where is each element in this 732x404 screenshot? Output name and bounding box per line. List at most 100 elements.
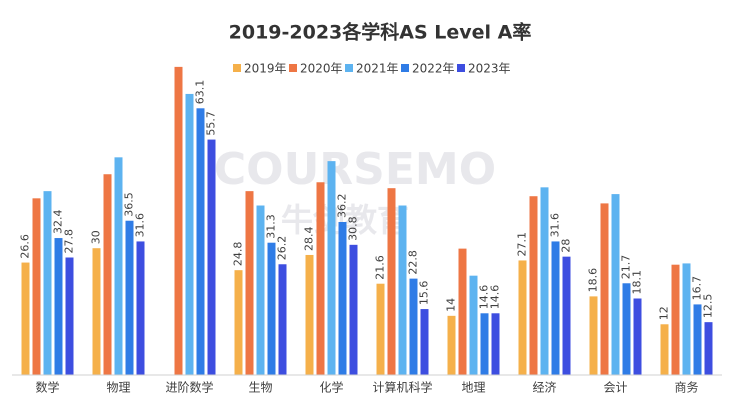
data-label: 21.7 <box>620 255 633 280</box>
data-label: 16.7 <box>691 276 704 301</box>
bar <box>65 257 74 375</box>
data-label: 22.8 <box>407 250 420 275</box>
legend-swatch <box>457 64 465 72</box>
bar <box>682 263 691 375</box>
bar <box>278 264 287 375</box>
data-label: 30.8 <box>347 216 360 241</box>
x-tick-label: 数学 <box>35 380 59 395</box>
bar <box>589 296 598 375</box>
bar <box>611 194 620 375</box>
bar <box>196 108 205 375</box>
data-label: 63.1 <box>194 80 207 105</box>
x-tick-label: 化学 <box>319 380 343 395</box>
legend-label: 2019年 <box>244 62 287 76</box>
bar <box>409 278 418 375</box>
bar <box>387 188 396 375</box>
data-label: 28.4 <box>303 226 316 251</box>
bar <box>671 264 680 375</box>
data-label: 18.1 <box>631 270 644 295</box>
bar <box>420 309 429 375</box>
x-tick-label: 地理 <box>461 381 485 395</box>
data-label: 21.6 <box>374 255 387 280</box>
bar <box>92 248 101 375</box>
bar <box>316 182 325 375</box>
chart-title: 2019-2023各学科AS Level A率 <box>229 21 532 44</box>
bar <box>458 248 467 375</box>
data-label: 32.4 <box>52 210 65 235</box>
bar <box>174 66 183 375</box>
bar <box>305 254 314 375</box>
legend-label: 2021年 <box>356 62 399 76</box>
bar <box>551 241 560 375</box>
data-label: 31.6 <box>549 213 562 238</box>
data-label: 31.3 <box>265 214 278 239</box>
bar <box>125 220 134 375</box>
bar <box>21 262 30 375</box>
bar <box>54 238 63 375</box>
legend-swatch <box>289 64 297 72</box>
data-label: 26.6 <box>19 234 32 259</box>
bar <box>103 174 112 375</box>
bar <box>447 315 456 375</box>
data-label: 12.5 <box>702 294 715 319</box>
bar <box>693 304 702 375</box>
bar <box>338 221 347 375</box>
bar <box>234 270 243 375</box>
x-tick-label: 生物 <box>248 381 272 395</box>
bar <box>540 187 549 375</box>
data-label: 18.6 <box>587 268 600 293</box>
bar <box>529 196 538 375</box>
bar <box>256 205 265 375</box>
bar <box>622 283 631 375</box>
bar <box>633 298 642 375</box>
bar <box>349 244 358 375</box>
data-label: 36.5 <box>123 192 136 217</box>
data-label: 27.8 <box>63 229 76 254</box>
x-tick-label: 会计 <box>603 381 627 395</box>
x-tick-label: 商务 <box>674 380 698 395</box>
bar <box>245 191 254 375</box>
data-label: 14.6 <box>489 285 502 310</box>
bar <box>562 256 571 375</box>
bar <box>267 242 276 375</box>
data-label: 55.7 <box>205 111 218 136</box>
bar <box>600 203 609 375</box>
data-label: 30 <box>90 230 103 244</box>
legend-label: 2023年 <box>468 62 511 76</box>
data-label: 12 <box>658 306 671 320</box>
bar <box>43 191 52 375</box>
legend-label: 2020年 <box>300 62 343 76</box>
data-label: 36.2 <box>336 193 349 218</box>
data-label: 24.8 <box>232 242 245 267</box>
bar <box>185 93 194 375</box>
watermark: COURSEMO <box>214 144 496 195</box>
bar <box>491 313 500 375</box>
data-label: 26.2 <box>276 236 289 261</box>
x-tick-label: 计算机科学 <box>372 380 432 395</box>
bar <box>32 198 41 375</box>
bar <box>704 322 713 375</box>
data-label: 27.1 <box>516 232 529 257</box>
legend-label: 2022年 <box>412 62 455 76</box>
x-tick-label: 物理 <box>106 381 130 395</box>
data-label: 28 <box>560 239 573 253</box>
bar <box>660 324 669 375</box>
bar <box>518 260 527 375</box>
bar <box>398 205 407 375</box>
bar <box>376 283 385 375</box>
bar <box>469 275 478 375</box>
data-label: 15.6 <box>418 281 431 306</box>
bar <box>327 161 336 375</box>
x-tick-label: 进阶数学 <box>165 380 213 395</box>
bar <box>480 313 489 375</box>
data-label: 14 <box>445 298 458 312</box>
data-label: 14.6 <box>478 285 491 310</box>
bar <box>136 241 145 375</box>
legend-swatch <box>345 64 353 72</box>
x-tick-label: 经济 <box>532 380 556 395</box>
legend-swatch <box>401 64 409 72</box>
bar <box>114 157 123 375</box>
bar <box>207 139 216 375</box>
legend-swatch <box>233 64 241 72</box>
